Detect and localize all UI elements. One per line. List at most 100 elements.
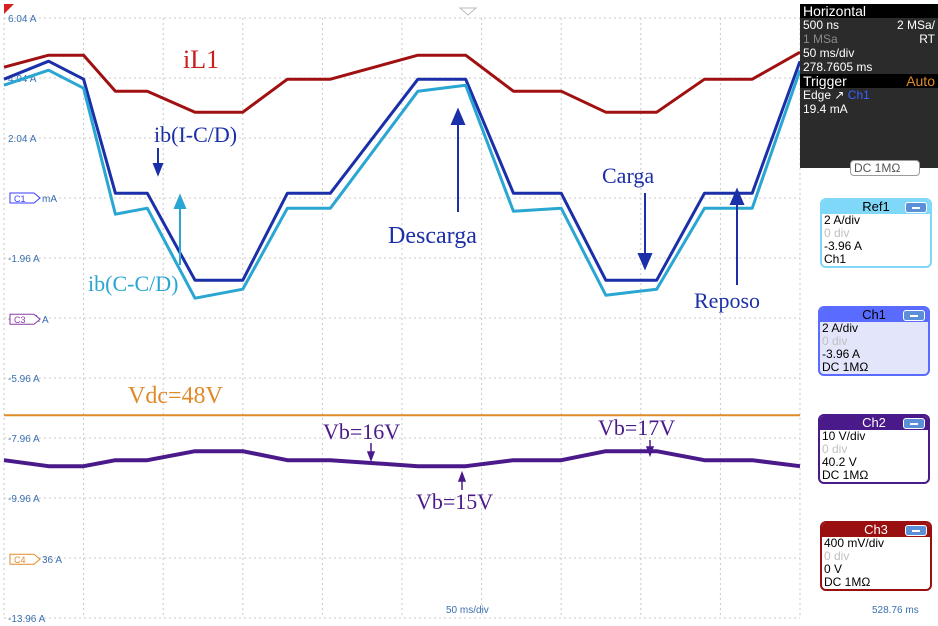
arrow-descarga-head [450, 107, 466, 125]
ref1-source: Ch1 [824, 252, 847, 266]
ch1-box[interactable]: Ch1 2 A/div 0 div -3.96 A DC 1MΩ [818, 306, 930, 376]
ch1-collapse-icon[interactable] [903, 310, 925, 321]
arrow-reposo-head [729, 187, 745, 205]
channel-marker-suffix: 36 A [42, 555, 62, 566]
trace-vb [3, 449, 801, 469]
annot-vb16: Vb=16V [323, 419, 400, 444]
ch1-scale: 2 A/div [822, 321, 859, 335]
edge-rise-icon: ↗ [834, 88, 845, 102]
trace-ib-i-c-d- [3, 59, 802, 282]
channel-marker-flag [9, 553, 41, 565]
h-row1-left: 1 MSa [803, 32, 838, 46]
y-tick-label: 6.04 A [8, 14, 37, 25]
channel-marker-label: C4 [14, 555, 26, 565]
horizontal-panel: Horizontal 500 ns 2 MSa/ 1 MSa RT 50 ms/di… [800, 4, 938, 168]
h-row0-right: 2 MSa/ [896, 18, 935, 32]
ch1-offset: -3.96 A [822, 347, 861, 361]
channel-marker-suffix: A [42, 315, 49, 326]
horizontal-row: 278.7605 ms [800, 60, 938, 74]
annot-descarga: Descarga [388, 223, 477, 249]
trace-ib-c-c-d- [3, 68, 802, 300]
channel-markers: C1 mA C3 A C4 36 A [9, 192, 62, 566]
horizontal-title: Horizontal [800, 4, 938, 18]
ch3-scale: 400 mV/div [824, 536, 885, 550]
vb-arrows [366, 440, 655, 490]
annot-ib-icd: ib(I-C/D) [154, 122, 237, 147]
ch2-coupling: DC 1MΩ [822, 468, 869, 482]
channel-marker-label: C3 [14, 315, 26, 325]
ch1-title-bar: Ch1 [820, 308, 928, 322]
trigger-row: Edge ↗ Ch1 [800, 88, 938, 102]
trigger-position-marker [458, 7, 478, 16]
traces [3, 50, 802, 469]
arrow-vb15-head [457, 470, 467, 482]
trigger-source: Ch1 [847, 88, 870, 102]
arrow-ib-icd-head [152, 163, 164, 177]
annotations: iL1 ib(I-C/D) ib(C-C/D) Descarga Carga R… [88, 45, 760, 514]
ch3-collapse-icon[interactable] [905, 525, 927, 536]
ch3-title: Ch3 [864, 522, 888, 537]
ch2-offset: 40.2 V [822, 455, 857, 469]
trigger-level: 19.4 mA [803, 102, 848, 116]
ref1-offset-div: 0 div [824, 226, 850, 240]
ch3-coupling: DC 1MΩ [824, 575, 871, 589]
y-tick-label: 2.04 A [8, 134, 37, 145]
annot-reposo: Reposo [694, 288, 760, 313]
annot-vb17: Vb=17V [598, 415, 675, 440]
x-axis-label: 50 ms/div [446, 605, 489, 616]
h-row2-left: 50 ms/div [803, 46, 855, 60]
ch3-title-bar: Ch3 [822, 523, 930, 537]
channel-marker-flag [9, 192, 41, 204]
annot-ib-ccd: ib(C-C/D) [88, 271, 178, 296]
ref1-box[interactable]: Ref1 2 A/div 0 div -3.96 A Ch1 [820, 198, 932, 268]
ch2-title-bar: Ch2 [820, 416, 928, 430]
annotation-arrows [152, 107, 745, 285]
ref1-offset: -3.96 A [824, 239, 863, 253]
horizontal-row: 500 ns 2 MSa/ [800, 18, 938, 32]
arrow-vb17-head [645, 446, 655, 458]
plot-grid [3, 17, 801, 619]
channel-marker-suffix: mA [42, 194, 57, 205]
annot-il1: iL1 [183, 45, 219, 74]
trigger-level-row: 19.4 mA [800, 102, 938, 116]
trace-il1 [3, 50, 801, 114]
h-row1-right: RT [919, 32, 935, 46]
trigger-title: Trigger [803, 73, 847, 89]
ref1-title-bar: Ref1 [822, 200, 930, 214]
y-tick-label: -1.96 A [8, 254, 40, 265]
ch2-title: Ch2 [862, 415, 886, 430]
top-left-marker [4, 4, 14, 14]
ch3-offset-div: 0 div [824, 549, 850, 563]
ghost-coupling-label: DC 1MΩ [850, 160, 920, 176]
annot-vb15: Vb=15V [416, 489, 493, 514]
arrow-carga-head [637, 253, 653, 271]
ch1-title: Ch1 [862, 307, 886, 322]
annot-carga: Carga [602, 163, 654, 188]
trigger-title-row: Trigger Auto [800, 74, 938, 88]
y-tick-label: -13.96 A [8, 614, 46, 625]
ch2-collapse-icon[interactable] [903, 418, 925, 429]
ch3-offset: 0 V [824, 562, 843, 576]
channel-marker-flag [9, 313, 41, 325]
y-tick-label: -9.96 A [8, 494, 40, 505]
horizontal-row: 50 ms/div [800, 46, 938, 60]
horizontal-row: 1 MSa RT [800, 32, 938, 46]
arrow-ib-ccd-head [173, 193, 187, 209]
h-row0-left: 500 ns [803, 18, 840, 32]
x-axis-end-label: 528.76 ms [872, 605, 919, 616]
y-tick-label: -5.96 A [8, 374, 40, 385]
h-row3-left: 278.7605 ms [803, 60, 873, 74]
ref1-scale: 2 A/div [824, 213, 861, 227]
ref1-title: Ref1 [862, 199, 890, 214]
ref1-collapse-icon[interactable] [905, 202, 927, 213]
trigger-mode: Auto [906, 73, 935, 89]
ch2-offset-div: 0 div [822, 442, 848, 456]
ch3-box[interactable]: Ch3 400 mV/div 0 div 0 V DC 1MΩ [820, 521, 932, 591]
y-tick-label: -7.96 A [8, 434, 40, 445]
trigger-type: Edge [803, 88, 832, 102]
arrow-vb16-head [366, 451, 376, 463]
ch2-box[interactable]: Ch2 10 V/div 0 div 40.2 V DC 1MΩ [818, 414, 930, 484]
channel-marker-label: C1 [14, 194, 26, 204]
ch1-offset-div: 0 div [822, 334, 848, 348]
